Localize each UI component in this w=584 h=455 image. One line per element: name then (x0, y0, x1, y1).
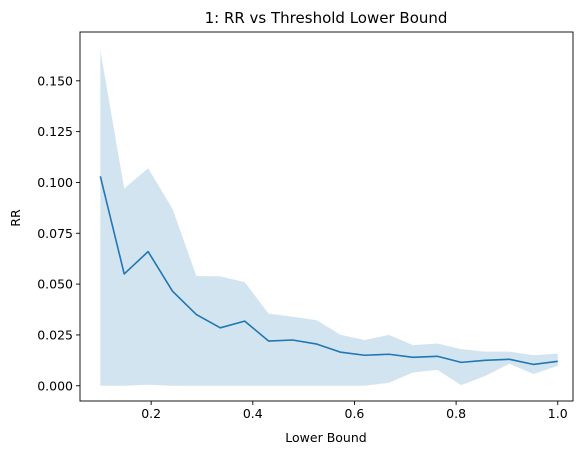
x-axis-label: Lower Bound (285, 430, 366, 445)
y-tick-label: 0.150 (37, 73, 73, 88)
y-tick-label: 0.075 (37, 226, 73, 241)
y-tick-label: 0.000 (37, 378, 73, 393)
axes-frame (79, 31, 574, 402)
y-tick-label: 0.125 (37, 124, 73, 139)
y-axis-label: RR (8, 209, 23, 227)
confidence-band (100, 50, 558, 386)
x-tick-label: 0.6 (345, 406, 365, 421)
x-axis: 0.2 0.4 0.6 0.8 1.0 (141, 401, 568, 421)
x-tick-label: 0.4 (243, 406, 263, 421)
plot-area (79, 31, 574, 402)
x-tick-label: 0.2 (141, 406, 161, 421)
y-tick-label: 0.025 (37, 327, 73, 342)
chart-title: 1: RR vs Threshold Lower Bound (205, 9, 448, 27)
y-tick-label: 0.100 (37, 175, 73, 190)
x-tick-label: 1.0 (548, 406, 568, 421)
x-tick-label: 0.8 (446, 406, 466, 421)
y-axis: 0.000 0.025 0.050 0.075 0.100 0.125 0.150 (37, 73, 80, 393)
y-tick-label: 0.050 (37, 277, 73, 292)
rr-series-line (99, 176, 558, 366)
